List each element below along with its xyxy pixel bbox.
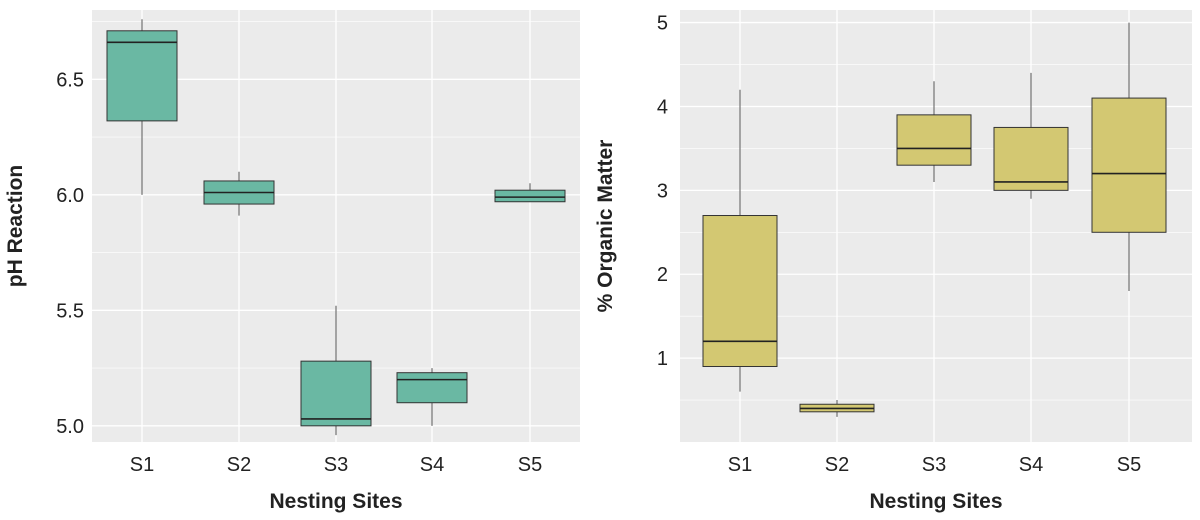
ph-box bbox=[494, 189, 566, 203]
om-x-tick-label: S2 bbox=[825, 454, 849, 476]
om-boxes bbox=[702, 22, 1167, 417]
organic-matter-chart: 1 2 3 4 5 S1 S2 S3 S4 S5 Nesting Sites % Organic… bbox=[594, 10, 1192, 513]
om-x-tick-label: S4 bbox=[1019, 454, 1043, 476]
om-x-axis-title: Nesting Sites bbox=[869, 490, 1002, 513]
ph-box bbox=[300, 360, 372, 427]
om-y-tick-label: 2 bbox=[657, 264, 668, 286]
ph-y-tick-label: 6.0 bbox=[56, 185, 84, 207]
ph-x-tick-label: S5 bbox=[518, 454, 542, 476]
ph-y-ticks: 5.0 5.5 6.0 6.5 bbox=[56, 69, 84, 438]
ph-y-tick-label: 6.5 bbox=[56, 69, 84, 91]
ph-y-tick-label: 5.0 bbox=[56, 416, 84, 438]
om-x-tick-label: S1 bbox=[728, 454, 752, 476]
om-x-ticks: S1 S2 S3 S4 S5 bbox=[728, 454, 1141, 476]
ph-x-tick-label: S1 bbox=[130, 454, 154, 476]
ph-y-axis-title: pH Reaction bbox=[4, 165, 27, 288]
om-x-tick-label: S3 bbox=[922, 454, 946, 476]
om-box bbox=[1091, 97, 1167, 233]
ph-x-axis-title: Nesting Sites bbox=[269, 490, 402, 513]
ph-x-tick-label: S4 bbox=[420, 454, 444, 476]
om-y-tick-label: 4 bbox=[657, 96, 668, 118]
om-box bbox=[993, 126, 1069, 191]
om-box bbox=[896, 114, 972, 166]
om-box bbox=[702, 215, 778, 368]
ph-y-tick-label: 5.5 bbox=[56, 300, 84, 322]
om-x-tick-label: S5 bbox=[1117, 454, 1141, 476]
ph-chart: 5.0 5.5 6.0 6.5 S1 S2 S3 S4 S5 Nesting Sites pH… bbox=[4, 10, 580, 513]
ph-x-tick-label: S3 bbox=[324, 454, 348, 476]
om-y-axis-title: % Organic Matter bbox=[594, 140, 617, 313]
ph-x-ticks: S1 S2 S3 S4 S5 bbox=[130, 454, 542, 476]
om-y-tick-label: 5 bbox=[657, 13, 668, 35]
om-y-tick-label: 1 bbox=[657, 348, 668, 370]
ph-x-tick-label: S2 bbox=[227, 454, 251, 476]
ph-box bbox=[106, 30, 178, 122]
om-y-tick-label: 3 bbox=[657, 180, 668, 202]
ph-box bbox=[396, 372, 468, 404]
om-y-ticks: 1 2 3 4 5 bbox=[657, 13, 668, 371]
ph-boxes bbox=[106, 19, 566, 436]
